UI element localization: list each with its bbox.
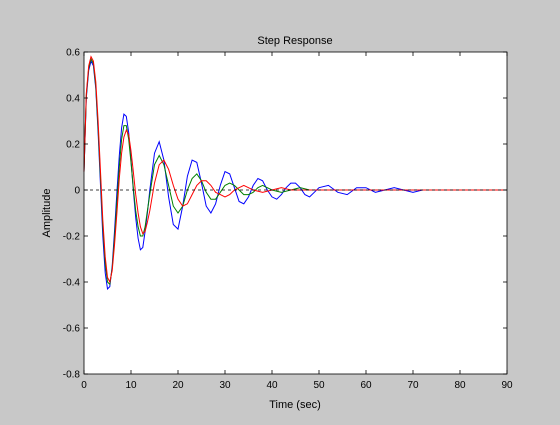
x-axis-ticks: 0 10 20 30 40 50 60 70 80 90 [81, 52, 513, 391]
x-tick-label: 70 [407, 380, 419, 391]
plot-area [84, 52, 507, 374]
x-axis-label: Time (sec) [269, 399, 321, 411]
y-tick-label: -0.6 [63, 324, 81, 335]
x-tick-label: 10 [125, 380, 137, 391]
y-axis-ticks: -0.8 -0.6 -0.4 -0.2 0 0.2 0.4 0.6 [63, 48, 507, 381]
y-tick-label: 0 [74, 186, 80, 197]
y-tick-label: -0.4 [63, 278, 81, 289]
x-tick-label: 30 [219, 380, 231, 391]
x-tick-label: 20 [172, 380, 184, 391]
y-tick-label: 0.2 [66, 140, 80, 151]
x-tick-label: 90 [501, 380, 513, 391]
x-tick-label: 0 [81, 380, 87, 391]
series-layer [83, 55, 507, 290]
plot-frame [83, 51, 508, 375]
y-tick-label: -0.8 [63, 370, 81, 381]
y-tick-label: -0.2 [63, 232, 81, 243]
x-tick-label: 80 [454, 380, 466, 391]
y-axis-label: Amplitude [41, 189, 53, 238]
x-tick-label: 60 [360, 380, 372, 391]
chart-title: Step Response [257, 35, 332, 47]
y-tick-label: 0.4 [66, 94, 80, 105]
y-tick-label: 0.6 [66, 48, 80, 59]
series-line-3 [83, 55, 507, 284]
x-tick-label: 40 [266, 380, 278, 391]
series-line-1 [83, 59, 507, 290]
x-tick-label: 50 [313, 380, 325, 391]
